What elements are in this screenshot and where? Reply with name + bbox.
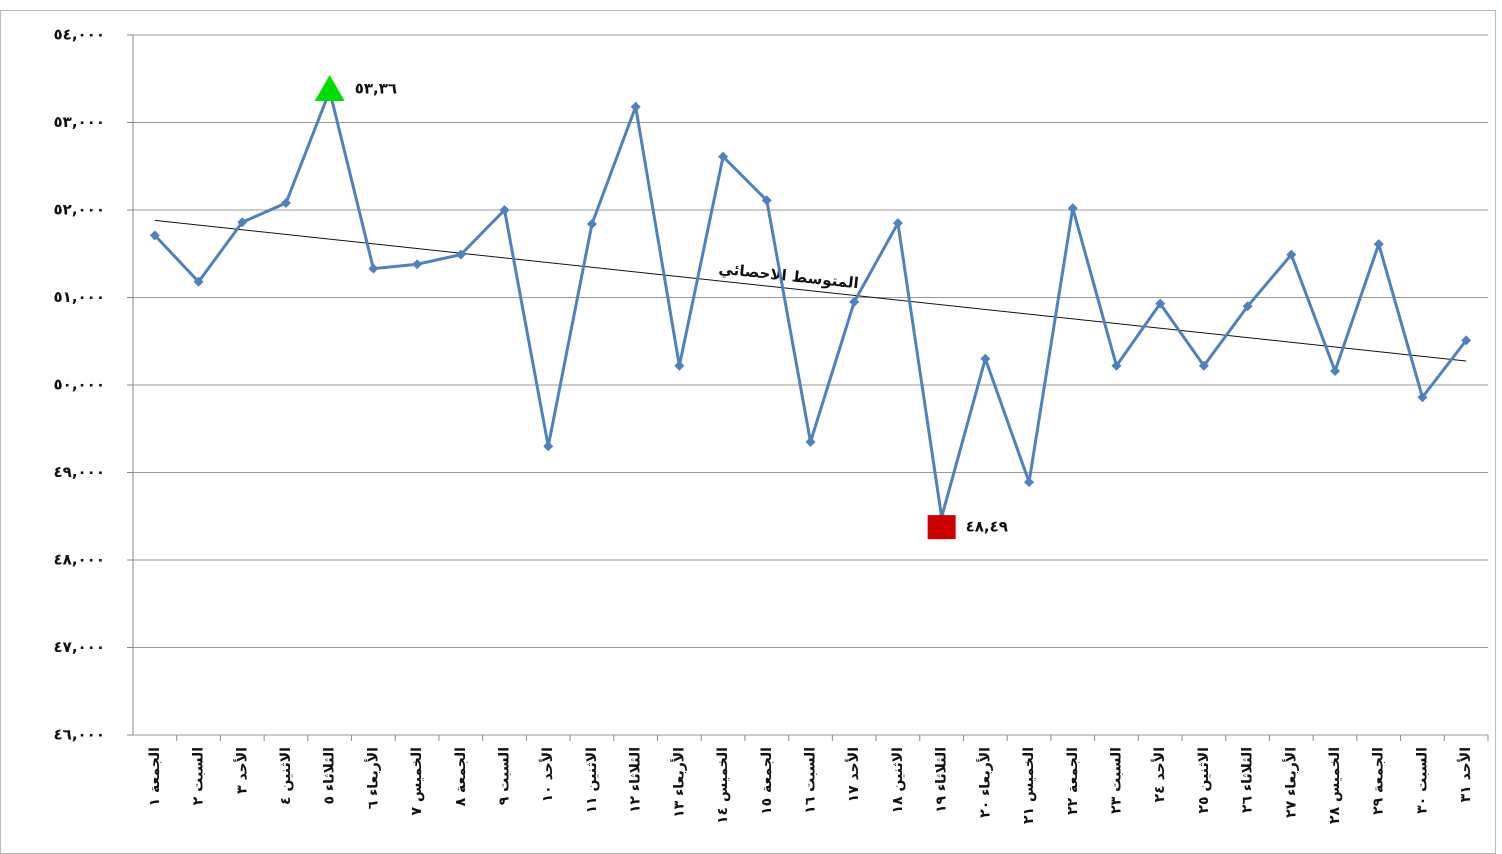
point <box>1155 298 1166 309</box>
point <box>499 205 510 215</box>
x-tick-label: السبت ٢٣ <box>1108 747 1124 814</box>
x-tick-label: الأربعاء ٢٧ <box>1282 747 1299 818</box>
y-tick-label: ٥٤,٠٠٠ <box>54 26 105 44</box>
trend-line <box>154 219 1467 362</box>
min-marker <box>927 515 956 540</box>
x-tick-label: الثلاثاء ٢٦ <box>1240 747 1256 813</box>
point <box>718 151 729 162</box>
min-label: ٤٨,٤٩ <box>966 518 1008 536</box>
x-tick-label: الجمعة ١٥ <box>759 747 775 815</box>
x-tick-label: الاثنين ٤ <box>278 747 294 805</box>
y-tick-label: ٤٨,٠٠٠ <box>54 551 105 569</box>
point <box>1373 239 1384 250</box>
point <box>1111 360 1122 371</box>
point <box>280 198 291 208</box>
point <box>1330 366 1341 376</box>
point <box>630 101 641 112</box>
x-tick-label: الثلاثاء ٥ <box>322 747 338 805</box>
y-tick-label: ٤٧,٠٠٠ <box>54 638 105 656</box>
x-tick-label: الجمعة ١ <box>147 747 163 806</box>
point <box>674 360 685 371</box>
x-tick-label: الاثنين ١٨ <box>890 747 906 813</box>
x-tick-label: الجمعة ٢٩ <box>1371 747 1387 815</box>
point <box>1024 477 1035 488</box>
point <box>237 217 248 228</box>
point <box>368 263 379 274</box>
point <box>455 249 466 260</box>
max-label: ٥٣,٣٦ <box>355 80 397 98</box>
point <box>412 259 423 270</box>
x-tick-label: السبت ٢ <box>191 747 207 805</box>
point <box>1417 392 1428 403</box>
x-tick-label: الأحد ١٠ <box>539 747 556 802</box>
point <box>805 436 816 447</box>
point <box>980 353 991 364</box>
x-tick-label: الأربعاء ٦ <box>364 747 381 809</box>
x-tick-label: الأربعاء ٢٠ <box>976 747 993 818</box>
x-tick-label: الجمعة ٢٢ <box>1065 747 1081 815</box>
y-tick-label: ٥٣,٠٠٠ <box>54 113 105 131</box>
x-tick-label: الأحد ٣١ <box>1457 747 1474 802</box>
x-tick-label: السبت ٣٠ <box>1414 747 1430 814</box>
x-tick-label: الجمعة ٨ <box>453 747 469 806</box>
point <box>543 441 554 452</box>
x-tick-label: الأحد ٢٤ <box>1151 747 1168 802</box>
x-tick-label: الاثنين ٢٥ <box>1196 747 1212 813</box>
series-line <box>153 86 1468 518</box>
y-tick-label: ٤٩,٠٠٠ <box>54 463 105 481</box>
max-marker <box>314 75 345 101</box>
x-tick-label: الاثنين ١١ <box>584 747 600 813</box>
point <box>892 218 903 229</box>
point <box>849 296 860 307</box>
y-tick-label: ٤٦,٠٠٠ <box>54 726 105 744</box>
point <box>1198 360 1209 371</box>
x-tick-label: الخميس ٢٨ <box>1327 747 1343 824</box>
trend-label: المتوسط الاحصائي <box>718 259 860 292</box>
y-tick-label: ٥٢,٠٠٠ <box>54 201 105 219</box>
point <box>149 230 160 241</box>
point <box>586 219 597 229</box>
chart-frame <box>0 10 1496 854</box>
x-tick-label: السبت ١٦ <box>803 747 819 814</box>
x-tick-label: الخميس ٢١ <box>1021 747 1037 824</box>
x-tick-label: الخميس ١٤ <box>715 747 731 824</box>
x-tick-label: السبت ٩ <box>497 747 513 805</box>
point <box>1286 249 1297 260</box>
x-tick-label: الخميس ٧ <box>409 747 425 815</box>
y-tick-label: ٥٠,٠٠٠ <box>54 376 105 394</box>
x-tick-label: الأربعاء ١٣ <box>670 747 687 818</box>
point <box>1067 203 1078 214</box>
x-tick-label: الثلاثاء ١٢ <box>628 747 644 813</box>
x-tick-label: الثلاثاء ١٩ <box>934 747 950 813</box>
point <box>1242 301 1253 312</box>
point <box>1461 335 1472 346</box>
x-tick-label: الأحد ١٧ <box>845 747 862 802</box>
point <box>193 276 204 287</box>
y-tick-label: ٥١,٠٠٠ <box>54 288 105 306</box>
point <box>761 195 772 206</box>
x-tick-label: الأحد ٣ <box>233 747 250 794</box>
